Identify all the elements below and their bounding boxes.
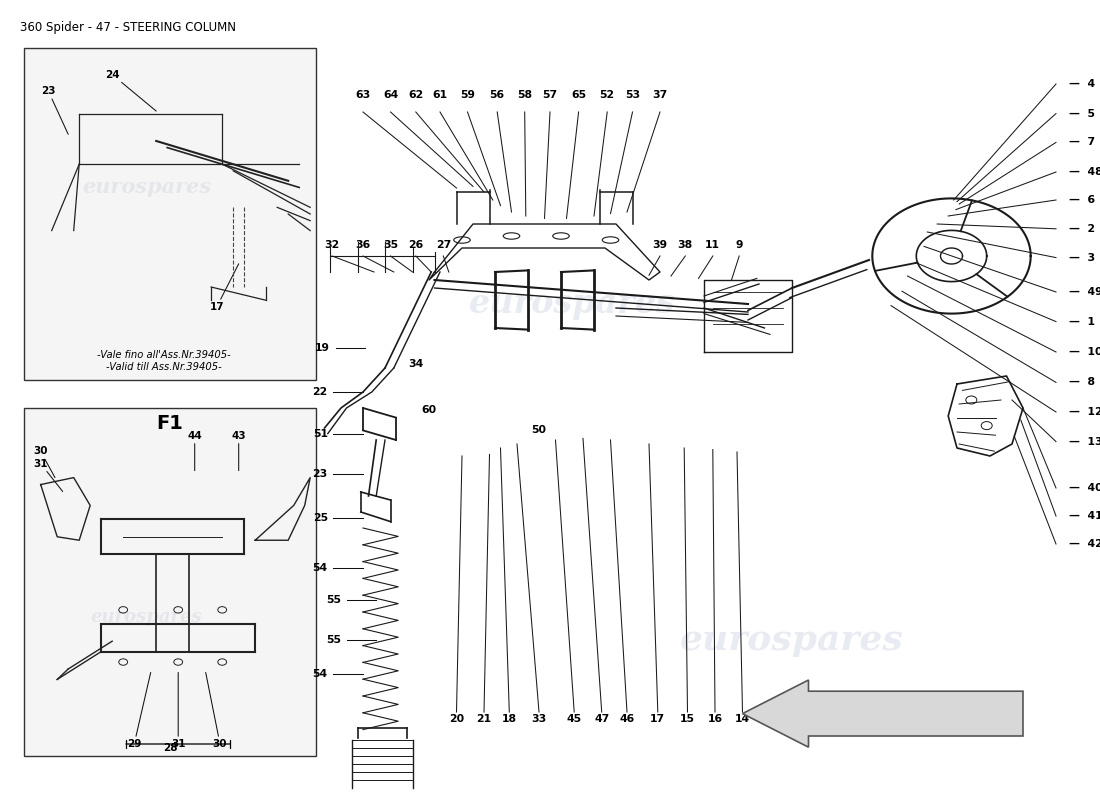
Text: 9: 9 [736, 240, 743, 250]
Text: eurospares: eurospares [680, 623, 904, 657]
Text: 55: 55 [326, 635, 341, 645]
Text: —  13: — 13 [1069, 437, 1100, 446]
Text: 53: 53 [625, 90, 640, 100]
Text: 17: 17 [650, 714, 666, 723]
Text: 33: 33 [531, 714, 547, 723]
Text: 37: 37 [652, 90, 668, 100]
Text: 61: 61 [432, 90, 448, 100]
Text: 31: 31 [170, 673, 186, 749]
Text: 34: 34 [408, 359, 424, 369]
Text: eurospares: eurospares [82, 178, 211, 198]
Text: 51: 51 [312, 429, 328, 438]
Text: 45: 45 [566, 714, 582, 723]
Text: —  12: — 12 [1069, 407, 1100, 417]
Text: 58: 58 [517, 90, 532, 100]
Text: 19: 19 [315, 343, 330, 353]
Text: eurospares: eurospares [101, 565, 240, 587]
Text: 60: 60 [421, 405, 437, 414]
Text: 36: 36 [355, 240, 371, 250]
Text: eurospares: eurospares [469, 287, 675, 321]
Text: 39: 39 [652, 240, 668, 250]
Text: 46: 46 [619, 714, 635, 723]
Text: 18: 18 [502, 714, 517, 723]
Text: —  41: — 41 [1069, 511, 1100, 521]
Text: 29: 29 [126, 673, 151, 749]
Text: -Vale fino all'Ass.Nr.39405-
-Valid till Ass.Nr.39405-: -Vale fino all'Ass.Nr.39405- -Valid till… [97, 350, 231, 372]
FancyBboxPatch shape [24, 48, 316, 380]
Text: 30: 30 [33, 446, 55, 478]
Text: 22: 22 [312, 387, 328, 397]
Text: eurospares: eurospares [91, 608, 202, 626]
Text: eurospares: eurospares [94, 236, 248, 260]
Text: 57: 57 [542, 90, 558, 100]
Text: 65: 65 [571, 90, 586, 100]
Text: —  2: — 2 [1069, 224, 1096, 234]
Text: 11: 11 [705, 240, 720, 250]
Text: 17: 17 [209, 264, 239, 312]
Text: 23: 23 [41, 86, 68, 134]
Text: 32: 32 [324, 240, 340, 250]
Text: 44: 44 [187, 431, 202, 470]
Text: 15: 15 [680, 714, 695, 723]
Polygon shape [742, 680, 1023, 747]
Text: 21: 21 [476, 714, 492, 723]
Text: —  48: — 48 [1069, 167, 1100, 177]
Text: —  5: — 5 [1069, 109, 1096, 118]
Text: 31: 31 [33, 458, 63, 491]
Text: —  4: — 4 [1069, 79, 1096, 89]
Text: 50: 50 [531, 426, 547, 435]
Text: 24: 24 [104, 70, 156, 111]
Text: 30: 30 [206, 673, 228, 749]
Text: 360 Spider - 47 - STEERING COLUMN: 360 Spider - 47 - STEERING COLUMN [20, 21, 235, 34]
FancyBboxPatch shape [24, 408, 316, 756]
Text: 59: 59 [460, 90, 475, 100]
Text: —  7: — 7 [1069, 138, 1096, 147]
Text: 35: 35 [383, 240, 398, 250]
Text: —  8: — 8 [1069, 378, 1096, 387]
Text: 64: 64 [383, 90, 398, 100]
Text: —  1: — 1 [1069, 317, 1096, 326]
Text: —  3: — 3 [1069, 253, 1096, 262]
Text: —  42: — 42 [1069, 539, 1100, 549]
Text: F1: F1 [156, 414, 184, 434]
Text: 20: 20 [449, 714, 464, 723]
Text: 38: 38 [678, 240, 693, 250]
Text: —  10: — 10 [1069, 347, 1100, 357]
Text: —  40: — 40 [1069, 483, 1100, 493]
Text: 28: 28 [163, 742, 177, 753]
Text: 43: 43 [231, 431, 246, 470]
Text: 25: 25 [312, 514, 328, 523]
Text: 55: 55 [326, 595, 341, 605]
Text: 27: 27 [436, 240, 451, 250]
Text: 54: 54 [312, 669, 328, 678]
Text: 54: 54 [312, 563, 328, 573]
Text: 14: 14 [735, 714, 750, 723]
Text: 62: 62 [408, 90, 424, 100]
Text: 63: 63 [355, 90, 371, 100]
Text: —  49: — 49 [1069, 287, 1100, 297]
Text: 47: 47 [594, 714, 609, 723]
Text: 26: 26 [408, 240, 424, 250]
Text: 56: 56 [490, 90, 505, 100]
Text: 52: 52 [600, 90, 615, 100]
Text: 16: 16 [707, 714, 723, 723]
Text: 23: 23 [312, 469, 328, 478]
Text: —  6: — 6 [1069, 195, 1096, 205]
